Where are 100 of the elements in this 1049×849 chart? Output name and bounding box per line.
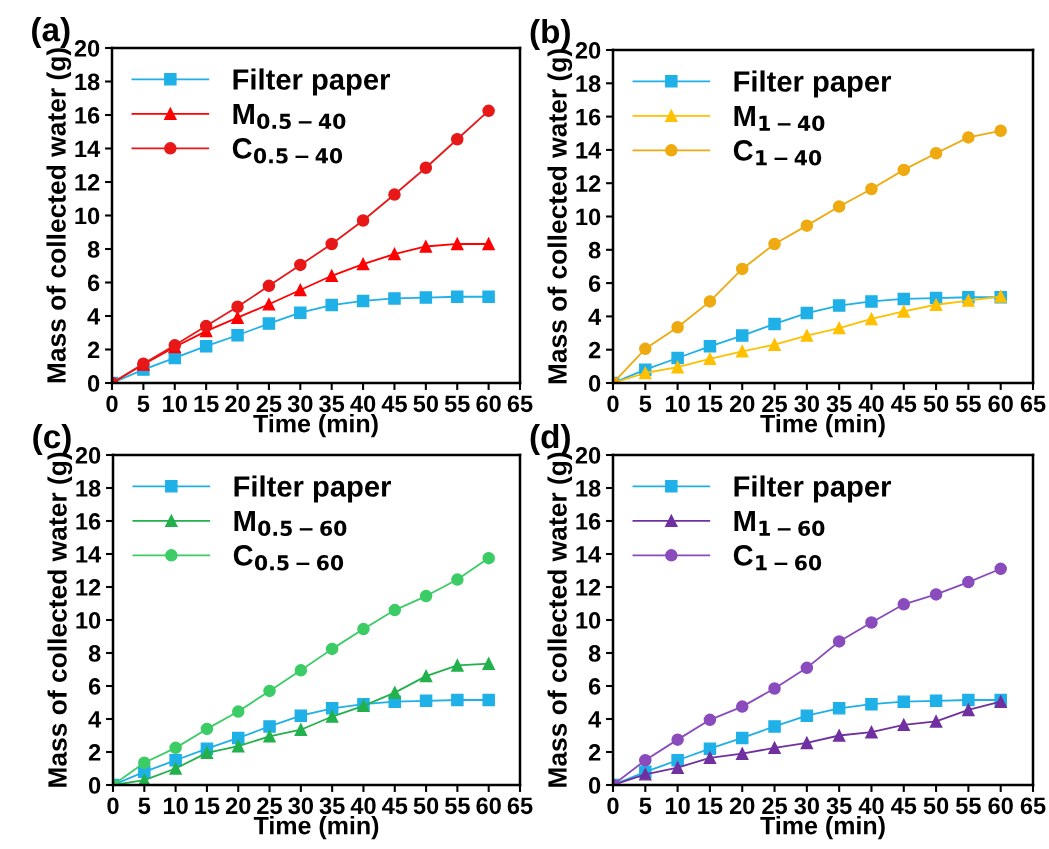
legend-label: Filter paper [234,475,391,503]
x-tick-label: 30 [794,797,820,815]
x-tick-label: 30 [794,395,820,413]
x-tick-label: 40 [350,395,376,413]
x-tick-label: 15 [698,395,723,413]
y-tick-label: 0 [589,777,601,794]
x-tick-label: 45 [382,797,408,815]
x-tick-label: 25 [257,797,283,815]
x-tick-label: 0 [607,797,619,815]
y-tick-label: 14 [76,546,102,563]
x-tick-label: 60 [988,395,1013,413]
x-axis-title: Time (min) [760,414,885,438]
legend-label: Filter paper [734,475,891,503]
y-tick-label: 16 [76,513,101,530]
x-tick-label: 20 [225,797,251,815]
y-tick-label: 4 [588,711,602,728]
x-tick-label: 60 [476,395,501,413]
y-axis-title: Mass of collected water (g) [547,49,573,384]
x-tick-label: 10 [665,797,690,815]
x-tick-label: 5 [137,395,150,413]
x-tick-label: 60 [988,797,1013,815]
x-tick-label: 45 [381,395,407,413]
y-tick-label: 18 [75,73,100,91]
y-tick-label: 6 [88,678,101,695]
legend-label: C$_{0.5−40}$ [232,138,343,164]
y-tick-label: 18 [576,480,601,497]
y-tick-label: 10 [75,207,100,225]
x-tick-label: 35 [826,395,852,413]
x-tick-label: 0 [106,395,118,413]
legend-label: Filter paper [734,70,891,98]
x-tick-label: 65 [1020,395,1046,413]
x-tick-label: 50 [923,395,949,413]
y-tick-label: 18 [576,75,601,93]
y-tick-label: 0 [88,375,100,392]
x-tick-label: 45 [891,395,917,413]
y-axis-title: Mass of collected water (g) [46,48,72,383]
y-tick-label: 2 [87,341,100,359]
y-tick-label: 18 [76,480,101,497]
x-axis-title: Time (min) [253,414,378,438]
y-tick-label: 16 [576,108,601,126]
y-tick-label: 2 [88,744,101,761]
x-tick-label: 35 [319,797,345,815]
x-tick-label: 20 [729,797,755,815]
y-tick-label: 14 [576,142,602,159]
y-tick-label: 0 [589,375,601,392]
y-tick-label: 10 [576,208,601,226]
y-tick-label: 20 [575,447,601,464]
x-tick-label: 15 [698,797,723,815]
y-tick-label: 20 [575,42,601,59]
chart-title: (b) [530,18,570,50]
x-tick-label: 35 [826,797,852,815]
y-tick-label: 2 [588,744,601,761]
legend-label: M$_{1−60}$ [734,510,825,537]
x-tick-label: 55 [955,395,981,413]
y-tick-label: 12 [76,579,101,596]
y-tick-label: 4 [88,711,102,728]
legend-label: C$_{0.5−60}$ [233,545,344,571]
x-tick-label: 65 [1020,797,1046,815]
y-tick-label: 20 [74,40,100,57]
y-tick-label: 12 [576,579,601,596]
legend-label: M$_{0.5−60}$ [234,510,347,537]
legend-label: Filter paper [233,68,390,96]
y-tick-label: 6 [588,678,601,695]
x-tick-label: 15 [194,395,219,413]
y-tick-label: 6 [588,275,601,292]
y-tick-label: 12 [75,174,100,191]
y-tick-label: 8 [588,645,601,662]
x-tick-label: 45 [891,797,917,815]
y-tick-label: 12 [576,175,601,192]
x-tick-label: 10 [163,395,187,413]
x-tick-label: 55 [955,797,981,815]
x-tick-label: 30 [287,395,313,413]
y-tick-label: 0 [89,777,101,794]
x-tick-label: 20 [729,395,755,413]
x-tick-label: 5 [138,797,151,815]
x-tick-label: 15 [195,797,220,815]
x-tick-label: 55 [444,797,470,815]
x-tick-label: 40 [858,797,884,815]
y-tick-label: 16 [576,513,601,530]
y-tick-label: 8 [87,241,100,258]
x-tick-label: 40 [350,797,376,815]
x-tick-label: 55 [444,395,470,413]
y-tick-label: 2 [588,341,601,359]
x-tick-label: 65 [507,395,533,413]
chart-title: (a) [32,16,70,48]
x-tick-label: 50 [923,797,949,815]
x-tick-label: 35 [319,395,345,413]
x-tick-label: 40 [858,395,884,413]
x-tick-label: 25 [762,395,788,413]
x-tick-label: 25 [762,797,788,815]
y-tick-label: 8 [588,241,601,259]
x-tick-label: 65 [507,797,533,815]
y-tick-label: 4 [588,308,602,325]
x-tick-label: 50 [413,395,439,413]
x-tick-label: 10 [665,395,690,413]
x-tick-label: 5 [639,797,652,815]
x-tick-label: 25 [256,395,282,413]
x-axis-title: Time (min) [760,816,885,840]
legend-label: M$_{0.5−40}$ [233,103,346,130]
x-tick-label: 20 [225,395,250,413]
